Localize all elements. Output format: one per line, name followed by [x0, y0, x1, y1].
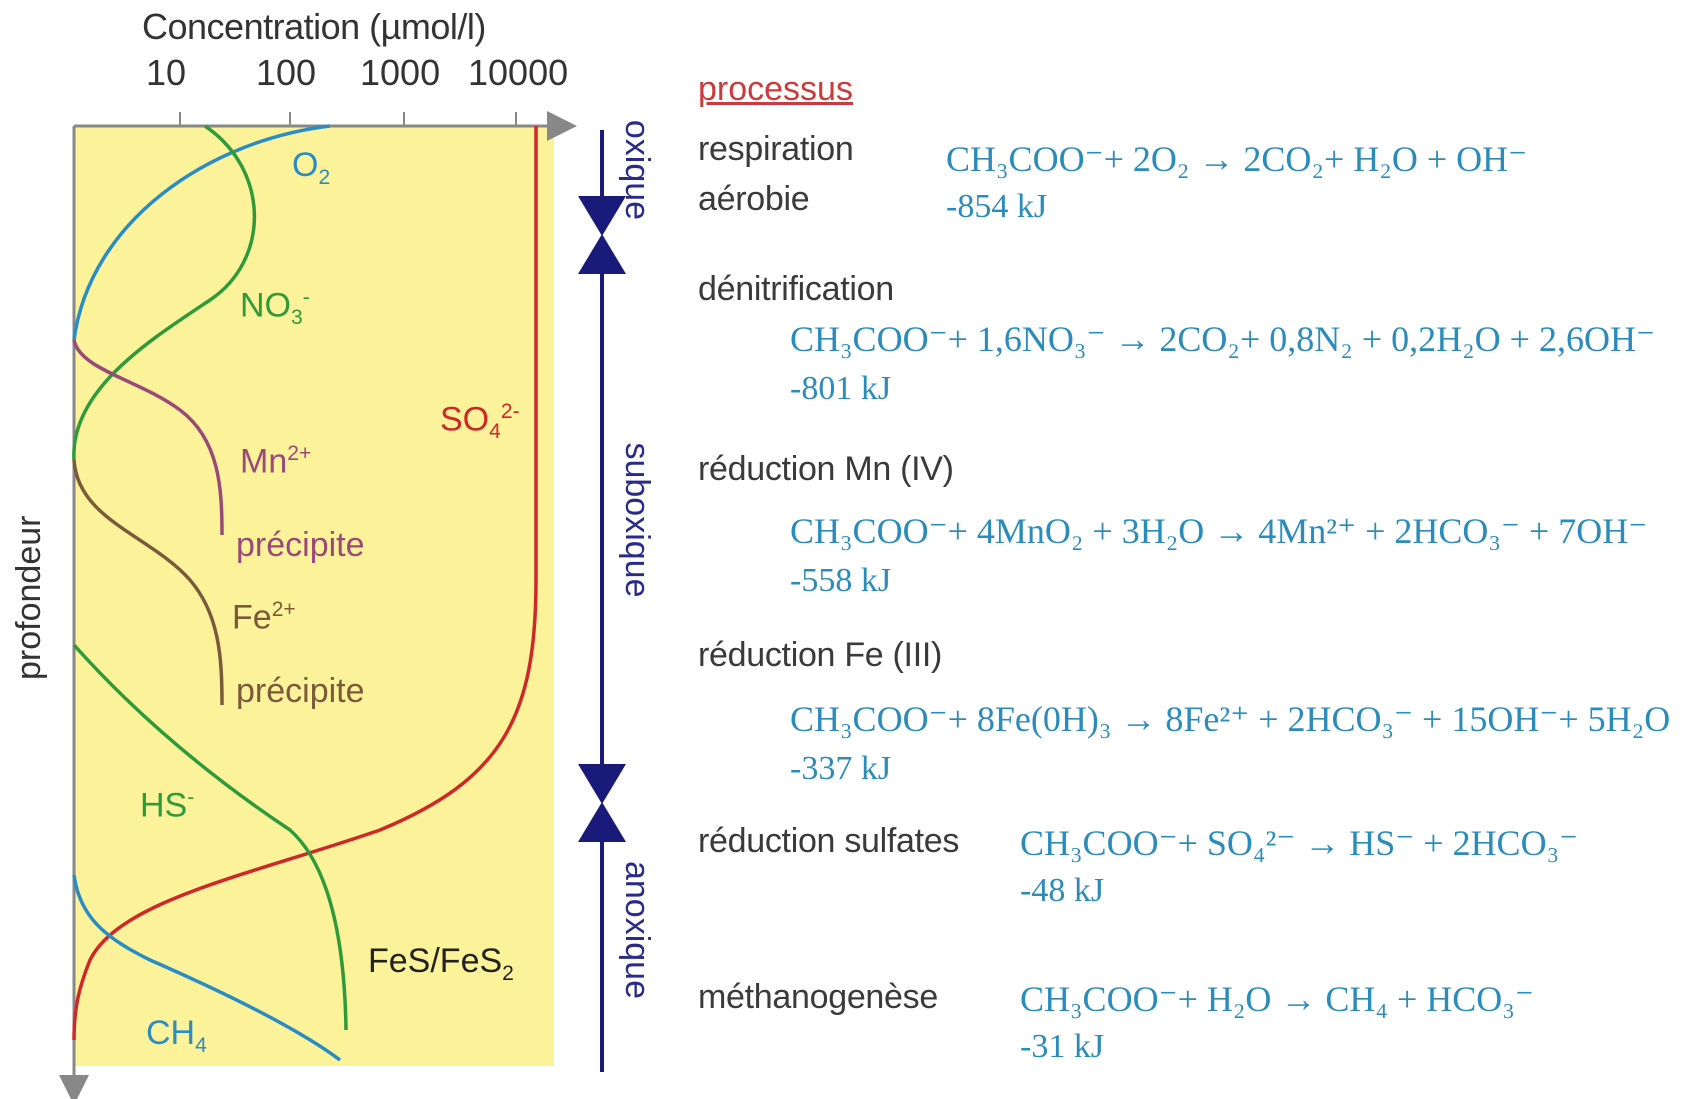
process-equation: CH₃COO⁻+ 2O₂ → 2CO₂+ H₂O + OH⁻: [946, 139, 1528, 179]
fe-precipitate-label: précipite: [236, 672, 365, 710]
zone-label-anoxic: anoxique: [618, 860, 656, 999]
process-name: réduction Mn (IV): [698, 450, 954, 488]
depth-label: profondeur: [10, 515, 48, 680]
no3-curve: [72, 124, 257, 461]
process-name: dénitrification: [698, 270, 894, 308]
process-name: réduction sulfates: [698, 822, 960, 860]
process-energy: -48 kJ: [1020, 872, 1105, 909]
mn-precipitate-label: précipite: [236, 526, 365, 564]
fe-label: Fe2+: [232, 598, 296, 637]
process-equation: CH₃COO⁻+ 4MnO₂ + 3H₂O → 4Mn²⁺ + 2HCO₃⁻ +…: [790, 511, 1648, 551]
process-equation: CH₃COO⁻+ 1,6NO₃⁻ → 2CO₂+ 0,8N₂ + 0,2H₂O …: [790, 319, 1655, 359]
ch4-label: CH4: [146, 1014, 207, 1057]
o2-label: O2: [292, 146, 331, 189]
process-energy: -854 kJ: [946, 188, 1048, 225]
process-name: respiration: [698, 130, 854, 168]
mn-label: Mn2+: [240, 442, 312, 481]
process-name: réduction Fe (III): [698, 636, 943, 674]
hs-curve: [72, 643, 348, 1031]
tick-label-10000: 10000: [468, 52, 569, 93]
fe-curve: [72, 459, 224, 706]
process-name: méthanogenèse: [698, 978, 938, 1016]
fes-label: FeS/FeS2: [368, 942, 514, 985]
so4-curve: [72, 126, 538, 1041]
process-energy: -337 kJ: [790, 750, 892, 787]
zone-label-suboxic: suboxique: [618, 442, 656, 598]
process-energy: -801 kJ: [790, 370, 892, 407]
yellow-panel: [74, 126, 554, 1066]
no3-label: NO3-: [240, 286, 310, 330]
process-equation: CH₃COO⁻+ SO₄²⁻ → HS⁻ + 2HCO₃⁻: [1020, 823, 1579, 863]
axis-title: Concentration (µmol/l): [142, 6, 486, 47]
ch4-curve: [72, 874, 342, 1062]
process-name: aérobie: [698, 180, 810, 218]
tick-label-1000: 1000: [360, 52, 441, 93]
tick-label-100: 100: [256, 52, 317, 93]
o2-curve: [72, 124, 331, 341]
processes-header: processus: [698, 70, 853, 108]
mn-curve: [72, 339, 224, 536]
zone-label-oxic: oxique: [618, 119, 656, 221]
process-energy: -558 kJ: [790, 562, 892, 599]
so4-label: SO42-: [440, 400, 520, 444]
process-equation: CH₃COO⁻+ 8Fe(0H)₃ → 8Fe²⁺ + 2HCO₃⁻ + 15O…: [790, 699, 1671, 739]
tick-label-10: 10: [146, 52, 187, 93]
process-energy: -31 kJ: [1020, 1028, 1105, 1065]
process-equation: CH₃COO⁻+ H₂O → CH₄ + HCO₃⁻: [1020, 979, 1534, 1019]
hs-label: HS-: [140, 786, 195, 825]
